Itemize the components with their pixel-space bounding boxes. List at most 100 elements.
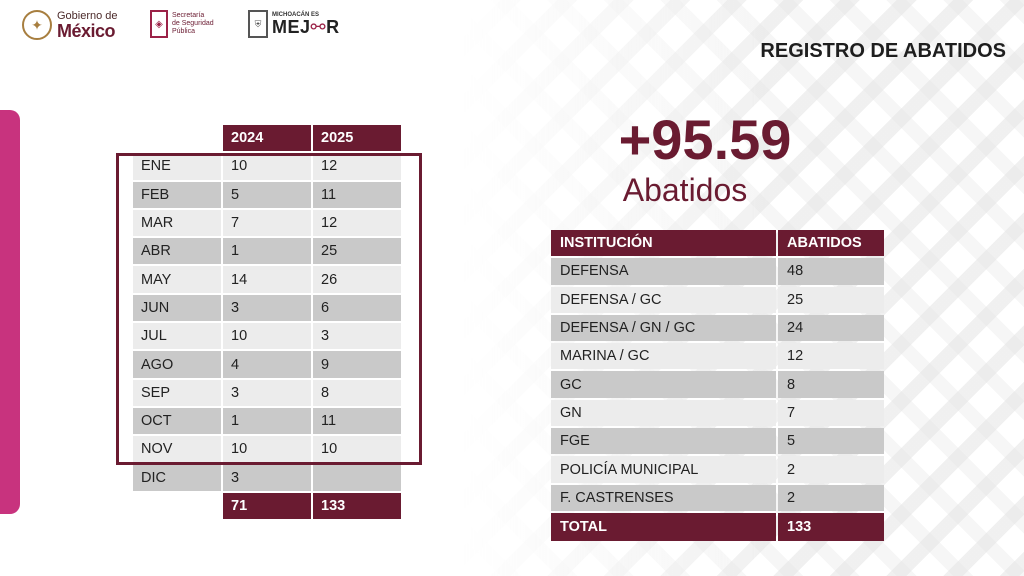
value-2024-cell: 3 <box>223 379 311 406</box>
monthly-header-2024: 2024 <box>223 125 311 152</box>
month-cell: ENE <box>133 153 221 180</box>
month-cell: JUN <box>133 294 221 322</box>
table-row: DEFENSA 48 <box>551 258 884 285</box>
gobierno-mexico-logo: ✦ Gobierno de México <box>22 10 118 40</box>
table-row: JUL 10 3 <box>133 323 401 350</box>
table-row: DIC 3 <box>133 464 401 491</box>
value-2024-cell: 5 <box>223 181 311 208</box>
page-title: REGISTRO DE ABATIDOS <box>760 40 1006 62</box>
institution-name-cell: POLICÍA MUNICIPAL <box>551 456 776 483</box>
institution-name-cell: MARINA / GC <box>551 343 776 370</box>
table-row: POLICÍA MUNICIPAL 2 <box>551 456 884 483</box>
table-row: NOV 10 10 <box>133 436 401 463</box>
logo-gob-line1: Gobierno de <box>57 9 118 22</box>
institution-name-cell: DEFENSA / GC <box>551 286 776 313</box>
table-row: ABR 1 25 <box>133 238 401 265</box>
table-row: MAR 7 12 <box>133 209 401 237</box>
month-cell: JUL <box>133 323 221 350</box>
value-2024-cell: 4 <box>223 351 311 378</box>
institution-total-label: TOTAL <box>551 512 776 541</box>
institution-table: INSTITUCIÓN ABATIDOS DEFENSA 48 DEFENSA / … <box>549 228 886 543</box>
ssp-line1: Secretaría <box>172 12 205 19</box>
value-2024-cell: 3 <box>223 464 311 491</box>
value-2025-cell: 11 <box>313 407 401 435</box>
value-2024-cell: 1 <box>223 407 311 435</box>
eagle-seal-icon: ✦ <box>22 10 52 40</box>
value-2024-cell: 1 <box>223 238 311 265</box>
monthly-table: 2024 2025 ENE 10 12 FEB 5 11 MAR 7 12 ABR 1 25 MAY 14… <box>131 123 403 521</box>
ssp-emblem-icon: ◈ <box>150 10 168 38</box>
institution-header-row: INSTITUCIÓN ABATIDOS <box>551 230 884 257</box>
month-cell: FEB <box>133 181 221 208</box>
table-row: JUN 3 6 <box>133 294 401 322</box>
monthly-header-2025: 2025 <box>313 125 401 152</box>
mich-word-b: R <box>326 17 340 37</box>
institution-name-cell: F. CASTRENSES <box>551 484 776 511</box>
institution-count-cell: 8 <box>778 371 884 398</box>
side-accent-bar <box>0 110 20 514</box>
institution-name-cell: GC <box>551 371 776 398</box>
mich-word-a: MEJ <box>272 17 311 37</box>
institution-count-cell: 25 <box>778 286 884 313</box>
value-2025-cell: 8 <box>313 379 401 406</box>
table-row: FGE 5 <box>551 428 884 455</box>
value-2024-cell: 7 <box>223 209 311 237</box>
month-cell: MAY <box>133 266 221 293</box>
institution-count-cell: 2 <box>778 456 884 483</box>
total-2025-cell: 133 <box>313 492 401 520</box>
total-blank-cell <box>133 493 221 519</box>
institution-count-cell: 7 <box>778 399 884 427</box>
month-cell: OCT <box>133 407 221 435</box>
institution-header-count: ABATIDOS <box>778 230 884 257</box>
value-2025-cell <box>313 464 401 491</box>
institution-count-cell: 48 <box>778 258 884 285</box>
table-row: GN 7 <box>551 399 884 427</box>
value-2024-cell: 10 <box>223 323 311 350</box>
month-cell: MAR <box>133 209 221 237</box>
table-row: F. CASTRENSES 2 <box>551 484 884 511</box>
table-row: MAY 14 26 <box>133 266 401 293</box>
value-2025-cell: 11 <box>313 181 401 208</box>
institution-count-cell: 12 <box>778 343 884 370</box>
institution-name-cell: DEFENSA / GN / GC <box>551 314 776 342</box>
logo-gob-line2: México <box>57 20 116 41</box>
monthly-header-row: 2024 2025 <box>133 125 401 152</box>
total-label: Abatidos <box>622 172 748 208</box>
value-2024-cell: 10 <box>223 436 311 463</box>
table-row: AGO 4 9 <box>133 351 401 378</box>
monthly-header-blank <box>133 125 221 151</box>
value-2025-cell: 10 <box>313 436 401 463</box>
value-2024-cell: 3 <box>223 294 311 322</box>
michoacan-logo: ⛨ MICHOACÁN ES MEJ⚯R <box>248 10 340 38</box>
total-2024-cell: 71 <box>223 492 311 520</box>
institution-name-cell: DEFENSA <box>551 258 776 285</box>
mich-bottom-text: MEJ⚯R <box>272 18 340 36</box>
value-2025-cell: 9 <box>313 351 401 378</box>
month-cell: SEP <box>133 379 221 406</box>
table-row: SEP 3 8 <box>133 379 401 406</box>
total-percentage: +95.59 <box>618 108 792 171</box>
institution-count-cell: 24 <box>778 314 884 342</box>
mich-o-icon: ⚯ <box>310 17 327 37</box>
value-2024-cell: 10 <box>223 153 311 180</box>
michoacan-emblem-icon: ⛨ <box>248 10 268 38</box>
mich-top-text: MICHOACÁN ES <box>272 12 320 18</box>
month-cell: DIC <box>133 464 221 491</box>
table-row: MARINA / GC 12 <box>551 343 884 370</box>
value-2025-cell: 6 <box>313 294 401 322</box>
monthly-totals-row: 71 133 <box>133 492 401 520</box>
institution-name-cell: FGE <box>551 428 776 455</box>
value-2025-cell: 26 <box>313 266 401 293</box>
table-row: ENE 10 12 <box>133 153 401 180</box>
table-row: DEFENSA / GN / GC 24 <box>551 314 884 342</box>
institution-total-row: TOTAL 133 <box>551 512 884 541</box>
value-2025-cell: 3 <box>313 323 401 350</box>
table-row: FEB 5 11 <box>133 181 401 208</box>
ssp-logo: ◈ Secretaría de Seguridad Pública <box>150 10 214 38</box>
ssp-line2: de Seguridad <box>172 20 214 27</box>
ssp-line3: Pública <box>172 28 195 35</box>
institution-total-value: 133 <box>778 512 884 541</box>
table-row: OCT 1 11 <box>133 407 401 435</box>
table-row: GC 8 <box>551 371 884 398</box>
institution-count-cell: 5 <box>778 428 884 455</box>
